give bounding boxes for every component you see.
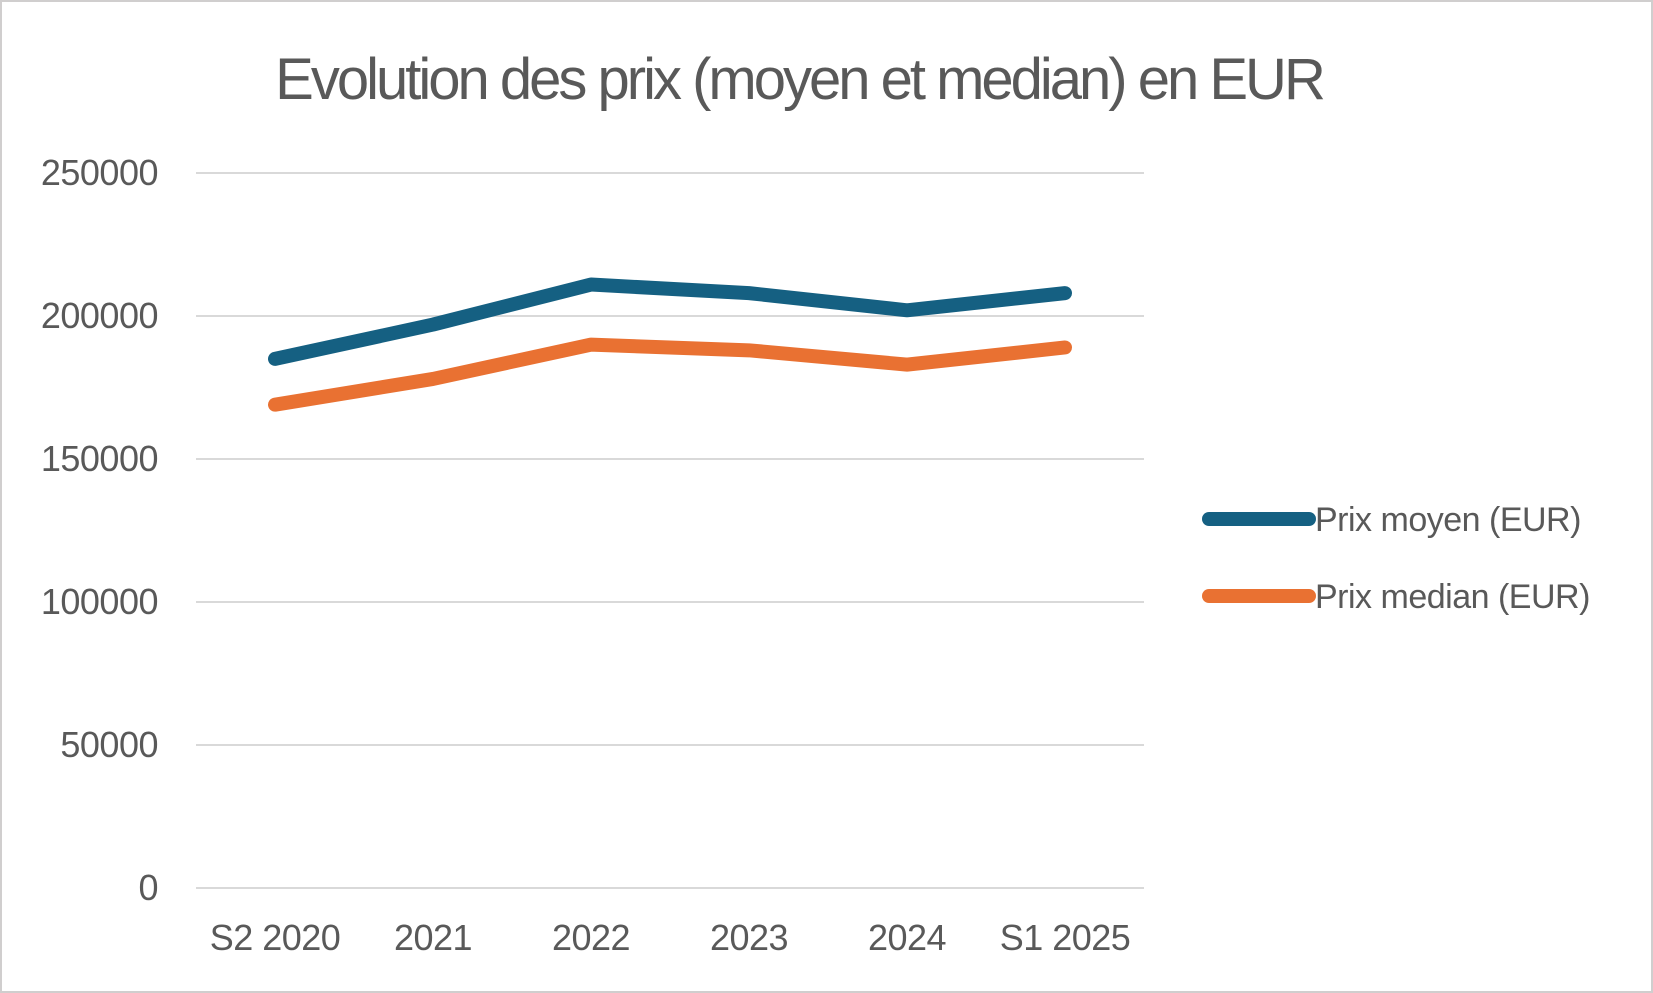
chart-title: Evolution des prix (moyen et median) en … xyxy=(275,47,1324,112)
x-tick-label: 2024 xyxy=(868,917,946,958)
x-tick-label: 2021 xyxy=(394,917,472,958)
series-line xyxy=(268,277,1072,366)
legend: Prix moyen (EUR) Prix median (EUR) xyxy=(1202,501,1590,616)
x-tick-label: S2 2020 xyxy=(210,917,341,958)
series-line xyxy=(268,337,1072,412)
y-tick-label: 100000 xyxy=(41,581,158,622)
y-axis-labels: 0 50000 100000 150000 200000 250000 xyxy=(41,152,159,908)
y-tick-label: 50000 xyxy=(60,724,158,765)
x-axis-labels: S2 2020 2021 2022 2023 2024 S1 2025 xyxy=(210,917,1131,958)
y-tick-label: 0 xyxy=(138,867,158,908)
legend-label: Prix median (EUR) xyxy=(1315,578,1590,616)
series-lines xyxy=(268,277,1072,412)
y-tick-label: 250000 xyxy=(41,152,158,193)
x-tick-label: S1 2025 xyxy=(1000,917,1131,958)
legend-label: Prix moyen (EUR) xyxy=(1315,501,1581,539)
y-tick-label: 200000 xyxy=(41,295,158,336)
gridlines xyxy=(196,172,1144,889)
y-tick-label: 150000 xyxy=(41,438,158,479)
x-tick-label: 2023 xyxy=(710,917,788,958)
x-tick-label: 2022 xyxy=(552,917,630,958)
